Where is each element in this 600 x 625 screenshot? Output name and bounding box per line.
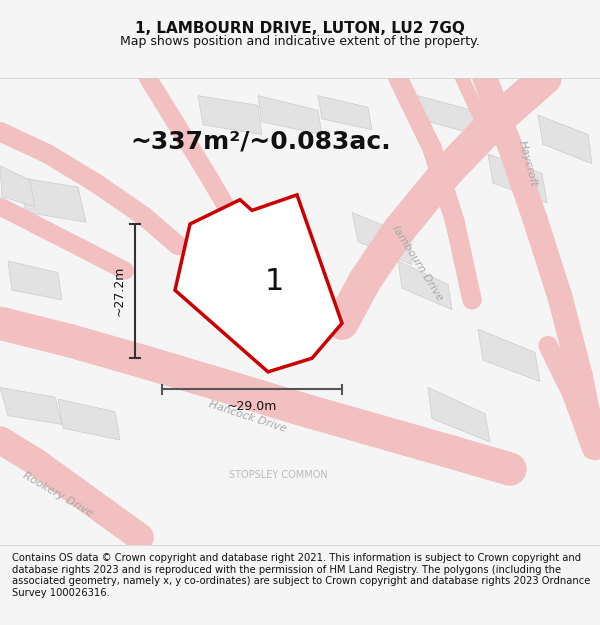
Text: lambourn Drive: lambourn Drive [391,224,445,302]
Text: ~27.2m: ~27.2m [113,266,125,316]
Polygon shape [0,388,62,424]
Text: STOPSLEY COMMON: STOPSLEY COMMON [229,470,328,480]
Polygon shape [538,115,592,164]
Polygon shape [8,261,62,300]
Polygon shape [18,177,86,222]
Polygon shape [398,261,452,309]
Text: Haycroft: Haycroft [517,139,539,188]
Text: ~337m²/~0.083ac.: ~337m²/~0.083ac. [130,129,391,153]
Polygon shape [418,96,476,134]
Polygon shape [258,96,322,134]
Text: Contains OS data © Crown copyright and database right 2021. This information is : Contains OS data © Crown copyright and d… [12,553,590,598]
Text: Rookery Drive: Rookery Drive [21,470,95,519]
Polygon shape [488,154,547,202]
Polygon shape [198,96,262,134]
Text: Map shows position and indicative extent of the property.: Map shows position and indicative extent… [120,36,480,48]
Polygon shape [175,195,342,372]
Polygon shape [428,388,490,442]
Polygon shape [318,96,372,129]
Polygon shape [0,166,35,206]
Text: 1, LAMBOURN DRIVE, LUTON, LU2 7GQ: 1, LAMBOURN DRIVE, LUTON, LU2 7GQ [135,21,465,36]
Polygon shape [352,213,412,265]
Text: ~29.0m: ~29.0m [227,401,277,413]
Text: 1: 1 [265,267,284,296]
Text: Hancock Drive: Hancock Drive [208,399,288,434]
Polygon shape [478,329,540,382]
Polygon shape [58,399,120,440]
